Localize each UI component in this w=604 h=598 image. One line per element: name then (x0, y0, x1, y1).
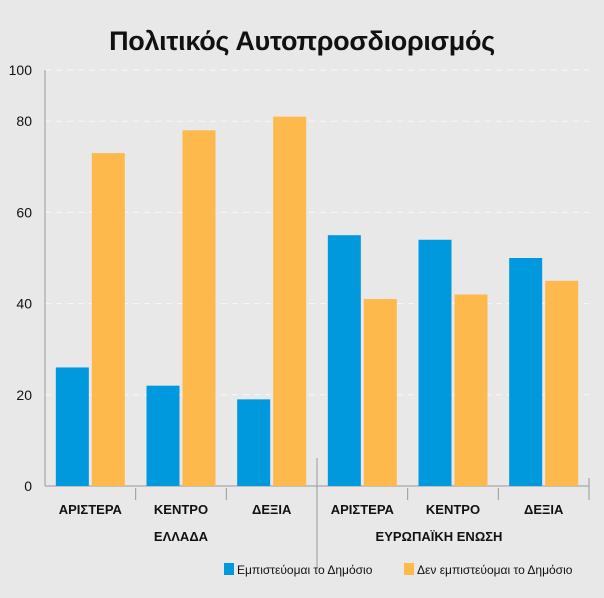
bar-distrust (363, 299, 397, 486)
legend-label: Δεν εμπιστεύομαι το Δημόσιο (417, 563, 573, 577)
y-tick-label: 20 (16, 387, 32, 403)
bar-trust (509, 258, 543, 486)
y-tick-label: 40 (16, 296, 32, 312)
x-category-label: ΔΕΞΙΑ (524, 502, 564, 517)
group-label: ΕΥΡΩΠΑΪΚΗ ΕΝΩΣΗ (376, 529, 503, 544)
x-category-label: ΚΕΝΤΡΟ (426, 502, 480, 517)
y-tick-label: 100 (9, 62, 33, 78)
y-tick-label: 60 (16, 204, 32, 220)
legend-swatch (404, 563, 414, 575)
y-tick-label: 0 (24, 478, 32, 494)
bar-trust (146, 385, 180, 486)
bar-distrust (91, 153, 125, 486)
x-category-label: ΑΡΙΣΤΕΡΑ (331, 502, 395, 517)
bar-trust (55, 367, 89, 486)
y-tick-label: 80 (16, 113, 32, 129)
x-category-label: ΑΡΙΣΤΕΡΑ (59, 502, 123, 517)
bar-distrust (273, 116, 307, 486)
chart-title: Πολιτικός Αυτοπροσδιορισμός (109, 26, 495, 56)
group-label: ΕΛΛΑΔΑ (154, 529, 209, 544)
legend-label: Εμπιστεύομαι το Δημόσιο (237, 563, 373, 577)
bar-trust (418, 239, 452, 486)
x-category-label: ΔΕΞΙΑ (252, 502, 292, 517)
legend-swatch (224, 563, 234, 575)
x-category-label: ΚΕΝΤΡΟ (154, 502, 208, 517)
bar-trust (327, 235, 361, 486)
bar-distrust (545, 280, 579, 486)
bar-distrust (182, 130, 216, 486)
bar-trust (237, 399, 271, 486)
bar-distrust (454, 294, 488, 486)
